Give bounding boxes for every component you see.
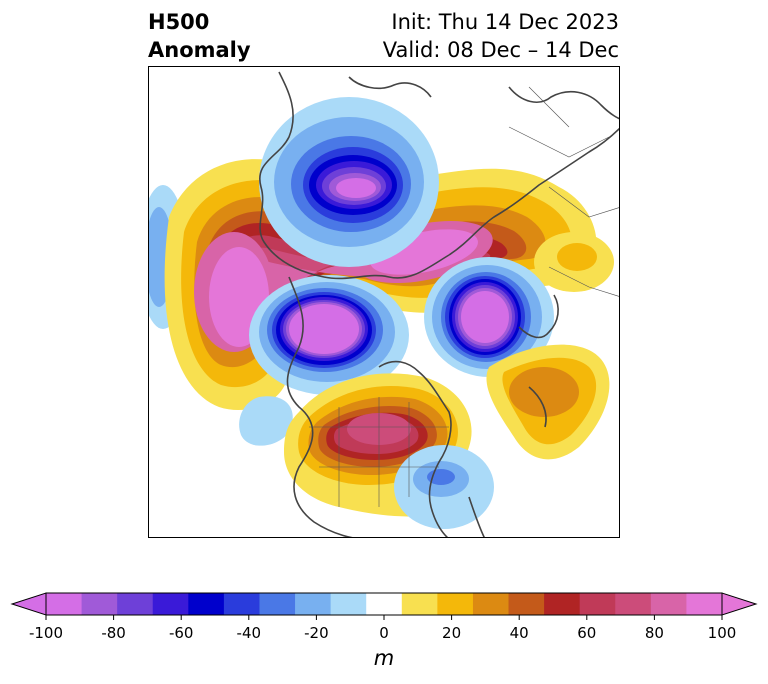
colorbar-swatch <box>81 593 118 615</box>
colorbar-swatch <box>401 593 438 615</box>
colorbar-tick-label: 80 <box>644 624 664 642</box>
colorbar-tick-label: 20 <box>442 624 462 642</box>
colorbar-unit-label: m <box>373 646 395 670</box>
positive-anomaly-atlantic <box>486 344 610 460</box>
colorbar-swatch <box>437 593 474 615</box>
colorbar-tick-label: 0 <box>379 624 389 642</box>
anomaly-map <box>149 71 619 537</box>
title-right: Init: Thu 14 Dec 2023 Valid: 08 Dec – 14… <box>383 8 619 64</box>
colorbar-tick-label: -20 <box>304 624 329 642</box>
colorbar-swatch <box>508 593 545 615</box>
negative-anomaly-north <box>259 97 439 267</box>
coastlines <box>258 71 619 537</box>
valid-range-label: Valid: 08 Dec – 14 Dec <box>382 38 619 62</box>
colorbar-tick-label: -100 <box>28 624 64 642</box>
country-borders <box>309 86 619 507</box>
colorbar-swatch <box>188 593 225 615</box>
positive-anomaly-northeast <box>534 232 614 292</box>
colorbar-extend-low <box>10 592 47 616</box>
colorbar-tick-label: 100 <box>707 624 737 642</box>
colorbar-swatch <box>366 593 403 615</box>
colorbar-swatch <box>152 593 189 615</box>
colorbar-tick-label: 60 <box>577 624 597 642</box>
negative-anomaly-southwest <box>239 396 293 446</box>
colorbar-swatch <box>650 593 687 615</box>
colorbar <box>10 592 758 620</box>
colorbar-swatch <box>295 593 332 615</box>
colorbar-tick-label: -40 <box>236 624 262 642</box>
colorbar-tick-label: -60 <box>168 624 194 642</box>
colorbar-swatch <box>472 593 510 615</box>
colorbar-swatch <box>117 593 154 615</box>
colorbar-swatch <box>46 593 83 615</box>
colorbar-tick-label: 40 <box>509 624 529 642</box>
title-left: H500 Anomaly <box>148 8 251 64</box>
negative-anomaly-central <box>249 275 409 395</box>
negative-anomaly-east <box>424 257 554 377</box>
colorbar-swatch <box>579 593 616 615</box>
map-panel <box>148 66 620 538</box>
colorbar-swatch <box>223 593 260 615</box>
colorbar-swatch <box>544 593 581 615</box>
title-field-type: Anomaly <box>148 38 251 62</box>
colorbar-swatch <box>615 593 652 615</box>
init-time-label: Init: Thu 14 Dec 2023 <box>391 10 619 34</box>
title-variable: H500 <box>148 10 210 34</box>
colorbar-extend-high <box>721 592 758 616</box>
negative-anomaly-atlantic-south <box>394 445 494 529</box>
colorbar-tick-label: -80 <box>101 624 126 642</box>
colorbar-swatch <box>686 593 723 615</box>
colorbar-swatch <box>330 593 367 615</box>
colorbar-swatch <box>259 593 296 615</box>
